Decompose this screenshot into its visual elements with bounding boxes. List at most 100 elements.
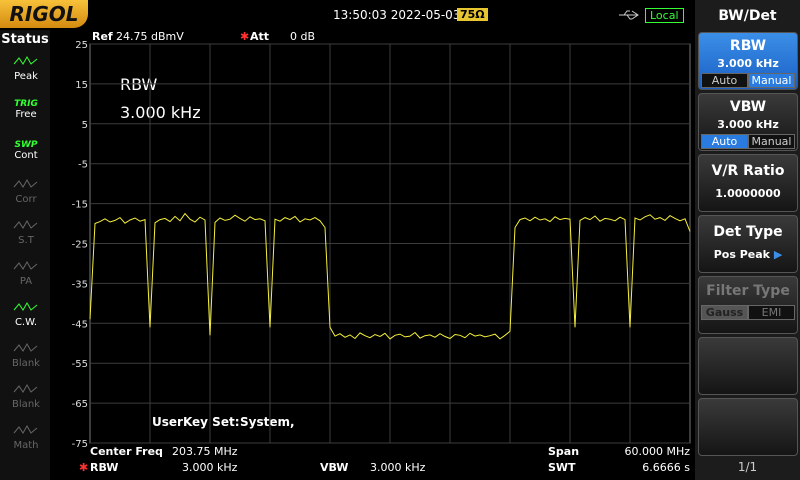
key-label: V/R Ratio bbox=[711, 163, 785, 179]
key-value: 1.0000000 bbox=[715, 187, 781, 200]
status-icon bbox=[13, 342, 38, 352]
rbw-key[interactable]: RBW 3.000 kHz Auto Manual bbox=[698, 32, 798, 90]
y-tick-label: 15 bbox=[75, 80, 88, 91]
key-label: Det Type bbox=[713, 224, 783, 240]
key-value: 3.000 kHz bbox=[717, 57, 779, 70]
y-tick-label: -55 bbox=[72, 359, 88, 370]
status-item: Peak bbox=[6, 54, 46, 90]
att-marker: ✱ bbox=[240, 30, 249, 43]
status-tag: TRIG bbox=[14, 99, 38, 109]
softkey-menu: BW/Det RBW 3.000 kHz Auto Manual VBW 3.00… bbox=[695, 0, 800, 480]
center-value: 203.75 MHz bbox=[172, 445, 238, 458]
y-tick-label: -25 bbox=[72, 240, 88, 251]
key-label: VBW bbox=[729, 99, 767, 115]
status-icon bbox=[13, 55, 38, 65]
local-indicator: Local bbox=[645, 8, 684, 23]
filter-type-key: Filter Type Gauss EMI bbox=[698, 276, 798, 334]
att-label: Att bbox=[250, 30, 269, 43]
status-item: TRIG Free bbox=[6, 95, 46, 131]
status-item: Math bbox=[6, 423, 46, 459]
status-item: Corr bbox=[6, 177, 46, 213]
status-item: SWP Cont bbox=[6, 136, 46, 172]
empty-key bbox=[698, 398, 798, 456]
y-tick-label: -75 bbox=[72, 439, 88, 450]
status-item: PA bbox=[6, 259, 46, 295]
icon-shape bbox=[13, 219, 38, 229]
status-icon bbox=[13, 301, 38, 311]
annotation-value: 3.000 kHz bbox=[120, 103, 201, 122]
key-label: RBW bbox=[729, 38, 767, 54]
annotation-title: RBW bbox=[120, 75, 158, 94]
vr-ratio-key[interactable]: V/R Ratio 1.0000000 bbox=[698, 154, 798, 212]
rbw-value: 3.000 kHz bbox=[182, 461, 238, 474]
key-value: Pos Peak ▶ bbox=[713, 248, 783, 261]
trace bbox=[89, 212, 691, 340]
emi-option: EMI bbox=[748, 305, 795, 320]
y-tick-label: -5 bbox=[78, 160, 88, 171]
vbw-label: VBW bbox=[320, 461, 348, 474]
status-item: C.W. bbox=[6, 300, 46, 336]
status-label: Free bbox=[15, 109, 37, 120]
key-label: Filter Type bbox=[706, 283, 790, 299]
status-label: PA bbox=[19, 276, 33, 287]
icon-shape bbox=[13, 424, 38, 434]
icon-shape bbox=[13, 301, 38, 311]
status-item: Blank bbox=[6, 382, 46, 418]
status-panel: Status Peak TRIG Free SWP Cont Corr S.T PA C.W. B… bbox=[0, 30, 50, 480]
swt-value: 6.6666 s bbox=[642, 461, 690, 474]
status-label: Corr bbox=[15, 194, 37, 205]
icon-shape bbox=[13, 383, 38, 393]
impedance: 75Ω bbox=[457, 8, 488, 21]
ref-value: 24.75 dBmV bbox=[116, 30, 184, 43]
icon-shape bbox=[13, 178, 38, 188]
vbw-value: 3.000 kHz bbox=[370, 461, 426, 474]
att-value: 0 dB bbox=[290, 30, 315, 43]
gauss-option: Gauss bbox=[701, 305, 748, 320]
icon-shape bbox=[13, 260, 38, 270]
status-label: Math bbox=[13, 440, 39, 451]
y-tick-label: -45 bbox=[72, 319, 88, 330]
key-value: 3.000 kHz bbox=[717, 118, 779, 131]
status-label: Blank bbox=[12, 399, 40, 410]
vbw-key[interactable]: VBW 3.000 kHz Auto Manual bbox=[698, 93, 798, 151]
usb-icon bbox=[619, 10, 639, 20]
status-label: Cont bbox=[14, 150, 38, 161]
ref-label: Ref bbox=[92, 30, 113, 43]
y-tick-label: 5 bbox=[82, 120, 88, 131]
y-tick-label: 25 bbox=[75, 40, 88, 51]
status-icon bbox=[13, 178, 38, 188]
rbw-label: RBW bbox=[90, 461, 118, 474]
det-value: Pos Peak bbox=[713, 248, 770, 261]
footer: Center Freq 203.75 MHz Span 60.000 MHz ✱… bbox=[79, 445, 690, 474]
y-tick-label: -15 bbox=[72, 200, 88, 211]
y-tick-label: -65 bbox=[72, 399, 88, 410]
logo: RIGOL bbox=[0, 0, 88, 28]
icon-shape bbox=[13, 342, 38, 352]
auto-option[interactable]: Auto bbox=[701, 134, 748, 149]
status-tag: SWP bbox=[14, 140, 38, 150]
status-title: Status bbox=[1, 32, 49, 47]
center-label: Center Freq bbox=[90, 445, 163, 458]
userkey-label: UserKey Set: bbox=[152, 415, 240, 429]
rbw-marker: ✱ bbox=[79, 461, 88, 474]
status-item: Blank bbox=[6, 341, 46, 377]
status-label: Blank bbox=[12, 358, 40, 369]
auto-option[interactable]: Auto bbox=[701, 73, 748, 88]
datetime: 13:50:03 2022-05-03 bbox=[333, 8, 461, 22]
userkey-value: System, bbox=[240, 415, 295, 429]
empty-key bbox=[698, 337, 798, 395]
det-type-key[interactable]: Det Type Pos Peak ▶ bbox=[698, 215, 798, 273]
span-value: 60.000 MHz bbox=[624, 445, 690, 458]
status-item: S.T bbox=[6, 218, 46, 254]
manual-option[interactable]: Manual bbox=[748, 73, 795, 88]
status-label: C.W. bbox=[14, 317, 38, 328]
swt-label: SWT bbox=[548, 461, 576, 474]
page-indicator: 1/1 bbox=[737, 460, 758, 474]
status-label: S.T bbox=[18, 235, 34, 246]
manual-option[interactable]: Manual bbox=[748, 134, 795, 149]
status-label: Peak bbox=[14, 71, 38, 82]
spectrum-display: Ref 24.75 dBmV ✱ Att 0 dB RBW 3.000 kHz … bbox=[72, 30, 691, 474]
icon-shape bbox=[13, 55, 38, 65]
status-icon bbox=[13, 219, 38, 229]
